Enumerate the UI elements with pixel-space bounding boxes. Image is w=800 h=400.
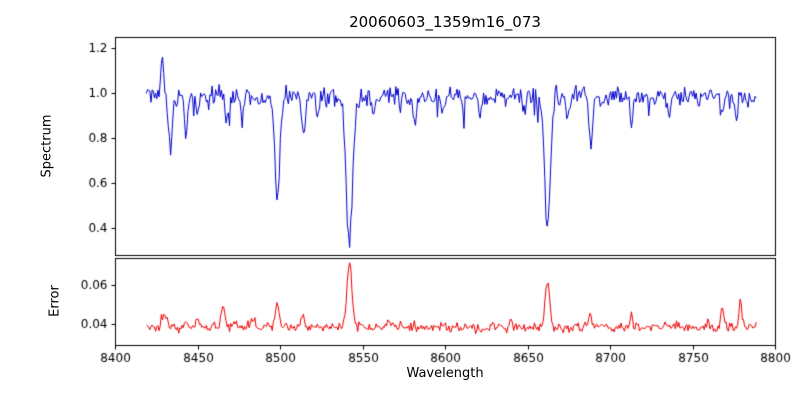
y-axis-label-error: Error <box>47 285 63 317</box>
x-axis-label: Wavelength <box>406 366 484 381</box>
plot-title: 20060603_1359m16_073 <box>349 13 541 31</box>
y-axis-label-spectrum: Spectrum <box>39 114 55 178</box>
